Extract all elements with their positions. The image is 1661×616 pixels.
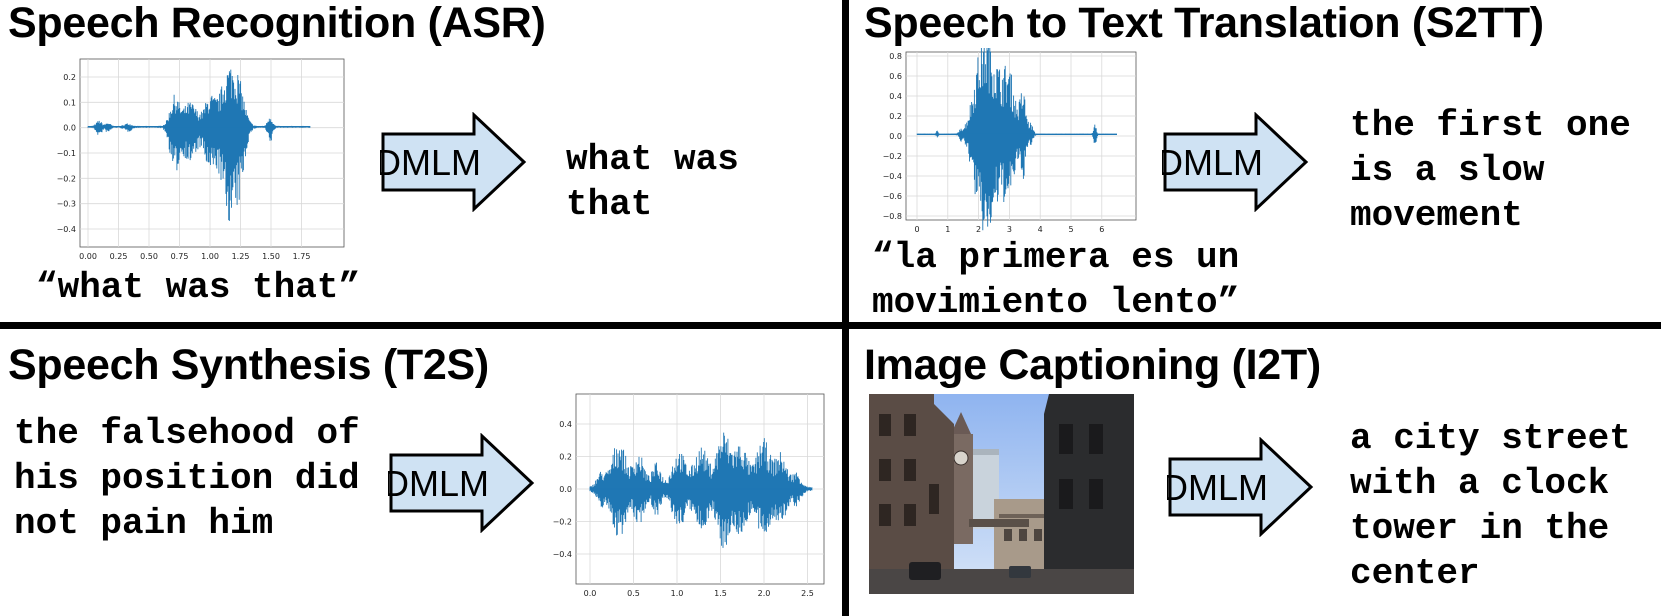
y-tick-label: 0.1 xyxy=(63,98,76,107)
arrow-shape xyxy=(1168,437,1314,537)
x-tick-label: 2.5 xyxy=(801,589,814,598)
y-tick-label: 0.0 xyxy=(889,132,902,141)
city-street-photo xyxy=(869,394,1134,594)
x-tick-label: 2 xyxy=(976,225,981,234)
y-tick-label: 0.8 xyxy=(889,52,902,61)
arrow-shape xyxy=(1163,112,1309,212)
x-tick-label: 0.5 xyxy=(627,589,640,598)
asr-caption: “what was that” xyxy=(36,267,361,308)
y-tick-label: −0.4 xyxy=(57,225,76,234)
i2t-output-text: a city street with a clock tower in the … xyxy=(1350,418,1631,594)
x-tick-label: 0.0 xyxy=(584,589,597,598)
t2s-title: Speech Synthesis (T2S) xyxy=(8,341,489,389)
y-tick-label: −0.2 xyxy=(553,518,572,527)
horizontal-divider xyxy=(0,322,1661,329)
y-tick-label: 0.0 xyxy=(559,485,572,494)
s2tt-caption: “la primera es un movimiento lento” xyxy=(872,237,1240,323)
x-tick-label: 6 xyxy=(1099,225,1104,234)
asr-title: Speech Recognition (ASR) xyxy=(8,0,546,47)
x-tick-label: 5 xyxy=(1068,225,1073,234)
x-tick-label: 1.00 xyxy=(201,252,219,261)
y-tick-label: 0.2 xyxy=(559,453,572,462)
y-tick-label: 0.2 xyxy=(889,112,902,121)
x-tick-label: 0.50 xyxy=(140,252,158,261)
t2s-dmlm-arrow: DMLM xyxy=(388,433,536,533)
vertical-divider xyxy=(842,0,849,616)
x-tick-label: 1 xyxy=(945,225,950,234)
s2tt-output-text: the first one is a slow movement xyxy=(1350,105,1631,236)
i2t-arrow-label: DMLM xyxy=(1167,467,1268,508)
arrow-shape xyxy=(381,112,527,212)
arrow-shape xyxy=(389,433,535,533)
x-tick-label: 0 xyxy=(914,225,919,234)
x-tick-label: 0.75 xyxy=(171,252,189,261)
x-tick-label: 2.0 xyxy=(758,589,771,598)
x-tick-label: 4 xyxy=(1038,225,1043,234)
s2tt-arrow-label: DMLM xyxy=(1162,142,1263,183)
asr-waveform-plot: 0.2 0.1 0.0 −0.1 −0.2 −0.3 −0.4 0.00 0.25 0.50 0.7… xyxy=(57,58,345,261)
i2t-title: Image Captioning (I2T) xyxy=(864,341,1321,389)
y-tick-label: 0.4 xyxy=(889,92,902,101)
y-tick-label: −0.8 xyxy=(883,212,902,221)
asr-arrow-label: DMLM xyxy=(380,142,481,183)
y-tick-label: −0.2 xyxy=(57,174,76,183)
y-tick-label: −0.3 xyxy=(57,200,76,209)
x-tick-label: 0.25 xyxy=(110,252,128,261)
x-tick-label: 1.0 xyxy=(671,589,684,598)
t2s-arrow-label: DMLM xyxy=(388,463,489,504)
t2s-input-text: the falsehood of his position did not pa… xyxy=(14,413,360,544)
t2s-waveform-plot: 0.4 0.2 0.0 −0.2 −0.4 0.0 0.5 1.0 1.5 2.0 2.5 xyxy=(553,393,825,598)
asr-output-text: what was that xyxy=(566,139,739,225)
s2tt-waveform-plot: 0.8 0.6 0.4 0.2 0.0 −0.2 −0.4 −0.6 −0.8 0 1 2 3 4 5 6 xyxy=(883,48,1137,234)
y-tick-label: −0.1 xyxy=(57,149,76,158)
asr-dmlm-arrow: DMLM xyxy=(380,112,528,212)
x-tick-label: 1.25 xyxy=(232,252,250,261)
y-tick-label: −0.4 xyxy=(553,550,572,559)
y-tick-label: 0.2 xyxy=(63,73,76,82)
y-tick-label: −0.2 xyxy=(883,152,902,161)
x-tick-label: 1.5 xyxy=(714,589,727,598)
x-tick-label: 0.00 xyxy=(79,252,97,261)
x-tick-label: 1.50 xyxy=(262,252,280,261)
s2tt-dmlm-arrow: DMLM xyxy=(1162,112,1310,212)
x-tick-label: 3 xyxy=(1007,225,1012,234)
y-tick-label: −0.4 xyxy=(883,172,902,181)
s2tt-title: Speech to Text Translation (S2TT) xyxy=(864,0,1544,47)
x-tick-label: 1.75 xyxy=(293,252,311,261)
i2t-dmlm-arrow: DMLM xyxy=(1167,437,1315,537)
y-tick-label: −0.6 xyxy=(883,192,902,201)
y-tick-label: 0.0 xyxy=(63,124,76,133)
y-tick-label: 0.6 xyxy=(889,72,902,81)
y-tick-label: 0.4 xyxy=(559,420,572,429)
